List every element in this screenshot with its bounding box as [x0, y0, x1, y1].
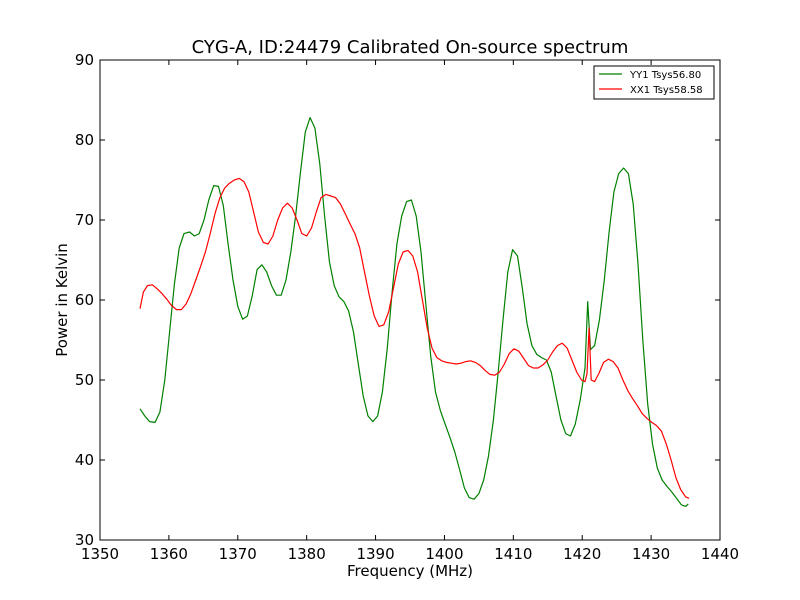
- y-tick-label: 70: [75, 211, 94, 229]
- x-tick-label: 1350: [81, 545, 119, 563]
- y-tick-label: 40: [75, 451, 94, 469]
- legend-box: [593, 65, 715, 100]
- legend-label-xx1: XX1 Tsys58.58: [630, 85, 703, 96]
- y-tick-label: 90: [75, 51, 94, 69]
- y-axis-label: Power in Kelvin: [53, 243, 71, 357]
- x-axis-ticks: 1350 1360 1370 1380 1390 1400 1410 1420 1430 1440: [81, 60, 739, 563]
- y-tick-label: 80: [75, 131, 94, 149]
- x-tick-label: 1410: [494, 545, 532, 563]
- y-tick-label: 50: [75, 371, 94, 389]
- x-tick-label: 1420: [563, 545, 601, 563]
- y-tick-label: 30: [75, 531, 94, 549]
- chart-title: CYG-A, ID:24479 Calibrated On-source spe…: [192, 37, 629, 58]
- plot-lines: [139, 116, 690, 507]
- series-line-xx1: [139, 177, 690, 499]
- y-tick-label: 60: [75, 291, 94, 309]
- series-line-yy1: [139, 116, 689, 507]
- x-tick-label: 1430: [632, 545, 670, 563]
- x-tick-label: 1370: [219, 545, 257, 563]
- x-axis-label: Frequency (MHz): [347, 562, 473, 580]
- legend-label-yy1: YY1 Tsys56.80: [629, 70, 701, 81]
- x-tick-label: 1390: [356, 545, 394, 563]
- x-tick-label: 1440: [701, 545, 739, 563]
- legend: YY1 Tsys56.80 XX1 Tsys58.58: [593, 65, 715, 100]
- x-tick-label: 1380: [288, 545, 326, 563]
- x-tick-label: 1400: [425, 545, 463, 563]
- y-axis-ticks: 30 40 50 60 70 80 90: [75, 51, 720, 549]
- x-tick-label: 1360: [150, 545, 188, 563]
